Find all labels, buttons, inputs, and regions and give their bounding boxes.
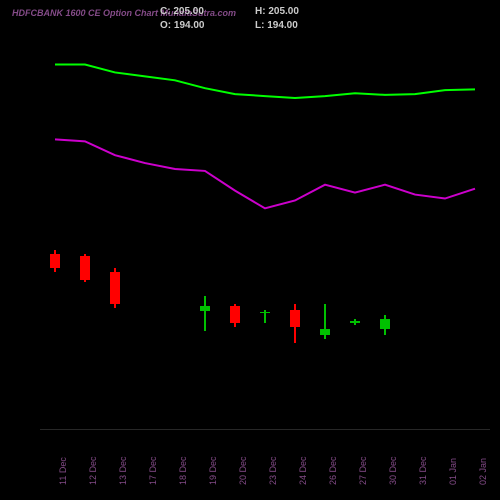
- x-axis-label: 20 Dec: [238, 456, 248, 485]
- candle: [80, 35, 90, 430]
- x-axis-label: 13 Dec: [118, 456, 128, 485]
- candle: [50, 35, 60, 430]
- x-axis-label: 26 Dec: [328, 456, 338, 485]
- x-axis-label: 01 Jan: [448, 458, 458, 485]
- candle-body: [290, 310, 300, 328]
- candle-body: [320, 329, 330, 335]
- candle-body: [50, 254, 60, 268]
- x-axis-label: 18 Dec: [178, 456, 188, 485]
- candle: [350, 35, 360, 430]
- x-axis-label: 31 Dec: [418, 456, 428, 485]
- ohlc-high: H: 205.00: [255, 6, 299, 17]
- x-axis-label: 12 Dec: [88, 456, 98, 485]
- x-axis-label: 24 Dec: [298, 456, 308, 485]
- chart-container: HDFCBANK 1600 CE Option Chart MunafaSutr…: [0, 0, 500, 500]
- x-axis-label: 17 Dec: [148, 456, 158, 485]
- candle-body: [380, 319, 390, 329]
- candle-body: [230, 306, 240, 324]
- candle: [380, 35, 390, 430]
- ohlc-open: O: 194.00: [160, 20, 204, 31]
- plot-area: [40, 35, 490, 430]
- candle: [200, 35, 210, 430]
- candle-body: [260, 312, 270, 314]
- candle-body: [110, 272, 120, 304]
- candle-body: [80, 256, 90, 280]
- x-axis-label: 27 Dec: [358, 456, 368, 485]
- candle: [110, 35, 120, 430]
- candle: [260, 35, 270, 430]
- x-axis-label: 02 Jan: [478, 458, 488, 485]
- x-axis-label: 30 Dec: [388, 456, 398, 485]
- x-axis-label: 19 Dec: [208, 456, 218, 485]
- ohlc-close: C: 205.00: [160, 6, 204, 17]
- x-axis-labels: 11 Dec 12 Dec 13 Dec 17 Dec 18 Dec 19 Dec 20 D…: [40, 435, 490, 500]
- candle: [230, 35, 240, 430]
- x-axis-label: 11 Dec: [58, 457, 68, 485]
- ohlc-low: L: 194.00: [255, 20, 298, 31]
- candle: [320, 35, 330, 430]
- candle: [290, 35, 300, 430]
- x-axis-label: 23 Dec: [268, 456, 278, 485]
- candle-wick: [204, 296, 206, 332]
- candle-body: [350, 321, 360, 323]
- candle-body: [200, 306, 210, 312]
